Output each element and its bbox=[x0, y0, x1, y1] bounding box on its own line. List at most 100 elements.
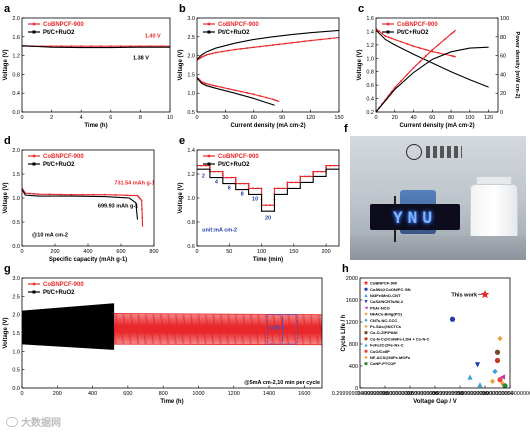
condition-label: @5mA cm-2,10 min per cycle bbox=[244, 380, 320, 386]
legend-marker bbox=[32, 30, 36, 34]
x-tick-label: 0 bbox=[20, 391, 23, 397]
y-tick-label: 0.4 bbox=[12, 91, 20, 97]
y-tick-label: 3.0 bbox=[187, 16, 195, 22]
y-axis-label: Voltage (V) bbox=[178, 50, 184, 81]
y-tick-label: 1.5 bbox=[12, 172, 20, 178]
series-marker bbox=[247, 184, 250, 187]
legend-marker bbox=[364, 300, 368, 304]
series-marker bbox=[303, 40, 306, 43]
step-label: 2 bbox=[202, 174, 205, 180]
panel-letter: b bbox=[179, 3, 186, 15]
y-tick-label: 0.0 bbox=[12, 386, 20, 392]
panel-b: b 0 30 60 90 120 150 0.5 1.0 1.5 2.0 2.5 3.0 Current … bbox=[178, 3, 344, 129]
plot-area bbox=[22, 187, 144, 227]
series-marker bbox=[59, 193, 62, 196]
legend-label: CoNP-PTCOF bbox=[370, 361, 396, 366]
series-marker bbox=[208, 83, 211, 86]
series-marker bbox=[208, 53, 211, 55]
plot-frame bbox=[375, 17, 499, 113]
series-marker bbox=[381, 32, 384, 35]
y-tick-label: 0.5 bbox=[12, 368, 20, 374]
panel-letter: d bbox=[4, 135, 11, 147]
series-line bbox=[197, 29, 339, 60]
x-tick-label: 10 bbox=[167, 115, 173, 121]
series-marker bbox=[299, 175, 302, 178]
data-point bbox=[502, 383, 508, 388]
y2-tick-label: 100 bbox=[500, 16, 509, 22]
x-tick-label: 400 bbox=[88, 391, 97, 397]
series-marker bbox=[412, 45, 415, 48]
panel-letter: h bbox=[342, 263, 349, 275]
y-tick-label: 1.0 bbox=[366, 56, 374, 62]
legend-label: CNTs-NC-CCC bbox=[370, 318, 397, 323]
series-marker bbox=[202, 55, 205, 58]
series-marker bbox=[299, 179, 302, 182]
y-axis-label: Voltage (V) bbox=[3, 50, 9, 81]
beaker-cap bbox=[476, 176, 512, 186]
legend-label: Pt/C+RuO2 bbox=[43, 162, 75, 168]
annotation: 731.54 mAh g-1 bbox=[114, 181, 154, 187]
y-tick-label: 0.8 bbox=[12, 72, 20, 78]
series-marker bbox=[265, 44, 268, 47]
x-tick-label: 100 bbox=[465, 115, 474, 121]
gap-box bbox=[266, 314, 298, 345]
plot-frame bbox=[21, 149, 155, 247]
watermark-icon bbox=[6, 416, 18, 427]
y-tick-label: 400 bbox=[349, 364, 358, 370]
panel-letter: e bbox=[179, 135, 185, 147]
series-marker bbox=[260, 187, 263, 190]
y-tick-label: 3.0 bbox=[12, 276, 20, 282]
legend-marker bbox=[31, 153, 37, 158]
series-marker bbox=[215, 85, 217, 87]
data-point bbox=[480, 290, 490, 299]
series-line bbox=[22, 303, 114, 312]
y-tick-label: 0 bbox=[355, 386, 358, 392]
step-label: 8 bbox=[241, 192, 244, 198]
legend-marker bbox=[364, 343, 368, 347]
series-marker bbox=[319, 38, 321, 41]
legend-label: FeFe2C@Fe-Nx-C bbox=[370, 343, 404, 348]
y-tick-label: 0.0 bbox=[12, 244, 20, 250]
series-marker bbox=[137, 196, 140, 199]
data-point bbox=[499, 374, 506, 380]
annotation: 1.38 V bbox=[133, 55, 149, 61]
series-marker bbox=[312, 173, 315, 176]
series-marker bbox=[240, 90, 243, 93]
x-tick-label: 1200 bbox=[228, 391, 240, 397]
x-tick-label: 1400 bbox=[263, 391, 275, 397]
y-tick-label: 2.5 bbox=[12, 294, 20, 300]
series-marker bbox=[37, 193, 40, 196]
series-marker bbox=[312, 172, 315, 175]
legend-marker bbox=[364, 362, 368, 366]
series-marker bbox=[284, 42, 287, 45]
series-marker bbox=[100, 45, 102, 48]
data-point bbox=[477, 382, 483, 388]
legend-marker bbox=[364, 287, 368, 291]
series-marker bbox=[406, 73, 409, 76]
series-marker bbox=[312, 170, 315, 173]
panel-h: h0.299999999999999990.400000000000000020… bbox=[332, 263, 530, 405]
series-marker bbox=[271, 44, 274, 46]
panel-letter: c bbox=[358, 3, 364, 15]
series-marker bbox=[243, 182, 246, 185]
legend-marker bbox=[32, 162, 36, 166]
series-marker bbox=[259, 95, 262, 97]
y-tick-label: 1.0 bbox=[12, 349, 20, 355]
legend-marker bbox=[364, 312, 368, 316]
legend-label: CoO/Co5P bbox=[370, 349, 390, 354]
y-tick-label: 0.4 bbox=[366, 97, 374, 103]
y-tick-label: 1.2 bbox=[366, 43, 374, 49]
plot-area bbox=[197, 164, 339, 212]
series-marker bbox=[412, 66, 415, 69]
series-marker bbox=[114, 194, 117, 196]
plot-frame bbox=[359, 277, 511, 389]
y-tick-label: 2.5 bbox=[187, 35, 195, 41]
annotation: @10 mA cm-2 bbox=[32, 232, 68, 238]
x-tick-label: 50 bbox=[226, 249, 232, 255]
legend-marker bbox=[364, 324, 368, 328]
series-marker bbox=[240, 47, 243, 50]
y-tick-label: 1.6 bbox=[366, 16, 374, 22]
series-marker bbox=[271, 98, 274, 101]
watermark-text: 大数据网 bbox=[21, 418, 61, 429]
